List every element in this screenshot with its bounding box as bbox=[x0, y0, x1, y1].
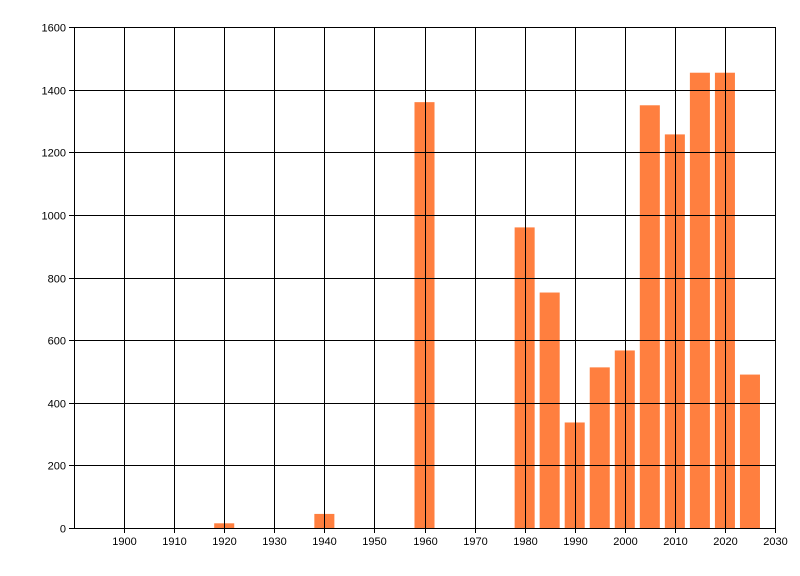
x-tick-label-2020: 2020 bbox=[713, 536, 737, 548]
x-tick-label-1980: 1980 bbox=[513, 536, 537, 548]
x-tick-label-1910: 1910 bbox=[162, 536, 186, 548]
bar-2005 bbox=[639, 105, 660, 528]
bar-2025 bbox=[739, 374, 760, 528]
x-tick-label-2030: 2030 bbox=[763, 536, 787, 548]
bar-1990 bbox=[564, 422, 585, 528]
y-tick-label-1400: 1400 bbox=[42, 86, 66, 98]
y-tick-label-0: 0 bbox=[60, 524, 66, 536]
y-tick-label-1000: 1000 bbox=[42, 211, 66, 223]
x-tick-label-1920: 1920 bbox=[212, 536, 236, 548]
x-tick-label-1990: 1990 bbox=[563, 536, 587, 548]
x-tick-label-1930: 1930 bbox=[262, 536, 286, 548]
bar-1995 bbox=[589, 367, 610, 528]
x-tick-label-1950: 1950 bbox=[362, 536, 386, 548]
bar-2020 bbox=[714, 72, 735, 528]
x-tick-label-1970: 1970 bbox=[463, 536, 487, 548]
bar-1980 bbox=[514, 227, 535, 528]
y-tick-label-800: 800 bbox=[48, 274, 66, 286]
x-tick-label-1900: 1900 bbox=[112, 536, 136, 548]
bar-2010 bbox=[664, 134, 685, 529]
y-tick-label-1600: 1600 bbox=[42, 23, 66, 35]
bar-1985 bbox=[539, 292, 560, 528]
x-tick-label-2010: 2010 bbox=[663, 536, 687, 548]
bar-2000 bbox=[614, 350, 635, 528]
y-tick-label-600: 600 bbox=[48, 336, 66, 348]
x-tick-label-1940: 1940 bbox=[312, 536, 336, 548]
x-tick-label-1960: 1960 bbox=[413, 536, 437, 548]
y-tick-label-400: 400 bbox=[48, 399, 66, 411]
bar-1960 bbox=[414, 102, 435, 529]
bar-2015 bbox=[689, 72, 710, 528]
y-tick-label-1200: 1200 bbox=[42, 148, 66, 160]
x-tick-label-2000: 2000 bbox=[613, 536, 637, 548]
y-tick-label-200: 200 bbox=[48, 461, 66, 473]
